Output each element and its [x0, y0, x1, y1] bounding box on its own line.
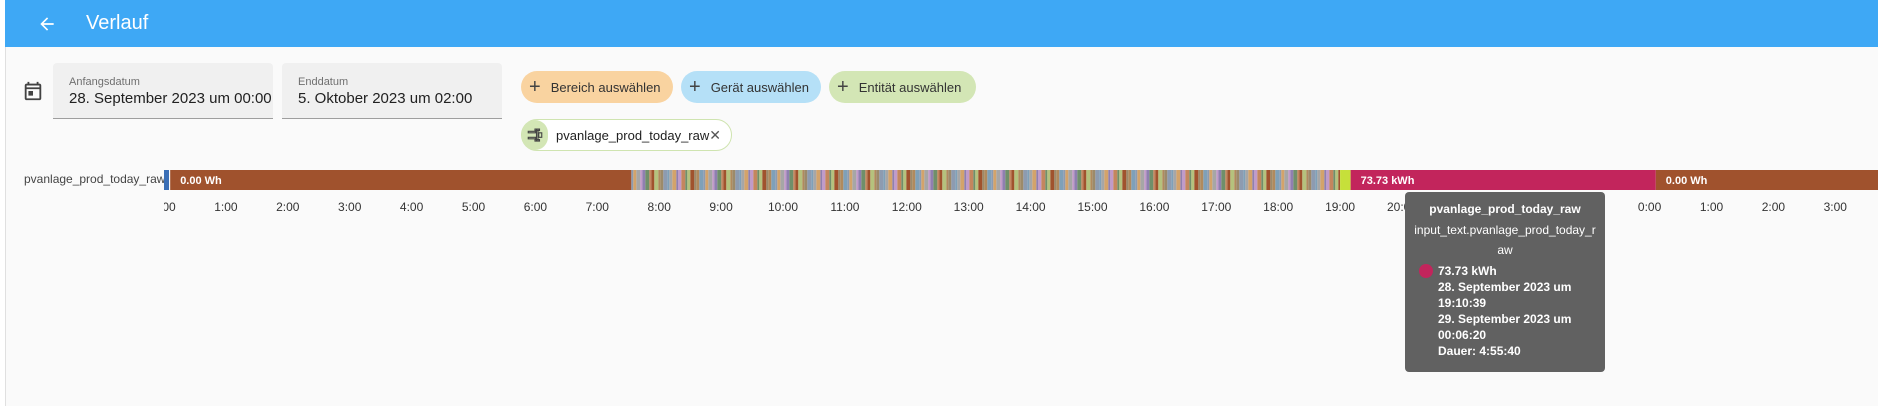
time-tick-label: 18:00	[1263, 200, 1293, 214]
time-tick-label: 14:00	[1016, 200, 1046, 214]
timeline-segment[interactable]	[170, 170, 632, 190]
plus-icon: +	[529, 76, 541, 98]
time-tick-label: 8:00	[648, 200, 672, 214]
tooltip-start-date: 28. September 2023 um	[1438, 280, 1572, 294]
time-tick-label: 4:00	[400, 200, 424, 214]
start-date-label: Anfangsdatum	[69, 76, 140, 88]
timeline-segment-label: 0.00 Wh	[180, 175, 222, 187]
time-tick-label: 15:00	[1077, 200, 1107, 214]
time-tick-label: 10:00	[768, 200, 798, 214]
tooltip-duration: Dauer: 4:55:40	[1438, 344, 1521, 358]
tooltip-start-time: 19:10:39	[1438, 296, 1487, 310]
tooltip-color-dot	[1419, 264, 1433, 278]
time-tick-label: 11:00	[830, 200, 859, 214]
end-date-label: Enddatum	[298, 76, 349, 88]
time-tick-label: 1:00	[1700, 200, 1724, 214]
timeline-segment[interactable]	[1340, 170, 1351, 190]
time-tick-label: 3:00	[1824, 200, 1848, 214]
timeline-row-label: pvanlage_prod_today_raw	[24, 172, 166, 186]
left-rail	[0, 0, 6, 406]
timeline-segment-label: 73.73 kWh	[1361, 175, 1415, 187]
plus-icon: +	[689, 76, 701, 98]
time-tick-label: 1:00	[214, 200, 238, 214]
timeline-segment-label: 0.00 Wh	[1666, 175, 1708, 187]
time-tick-label: 17:00	[1201, 200, 1231, 214]
remove-entity-icon[interactable]: ✕	[709, 126, 721, 143]
tooltip-end-date: 29. September 2023 um	[1438, 312, 1572, 326]
time-tick-label: 6:00	[524, 200, 548, 214]
timeline-segment[interactable]	[1350, 170, 1656, 190]
text-field-icon	[522, 120, 549, 150]
select-entity-label: Entität auswählen	[858, 79, 962, 95]
tooltip-title: pvanlage_prod_today_raw	[1429, 202, 1581, 216]
history-timeline[interactable]: 0.00 Wh 73.73 kWh 0.00 Wh 0:00 1:00 2:00 3:00…	[164, 170, 1878, 220]
time-tick-label: 2:00	[276, 200, 300, 214]
time-tick-label: 12:00	[892, 200, 922, 214]
tooltip-end-time: 00:06:20	[1438, 328, 1487, 342]
time-tick-label: 7:00	[586, 200, 610, 214]
start-date-value: 28. September 2023 um 00:00	[69, 90, 272, 107]
time-tick-label: 3:00	[338, 200, 362, 214]
select-area-chip[interactable]: + Bereich auswählen	[521, 71, 673, 103]
end-date-value: 5. Oktober 2023 um 02:00	[298, 90, 473, 107]
back-button[interactable]	[25, 2, 69, 46]
time-tick-label: 13:00	[954, 200, 984, 214]
end-date-field[interactable]: Enddatum 5. Oktober 2023 um 02:00	[282, 63, 502, 119]
select-area-label: Bereich auswählen	[550, 79, 661, 95]
tooltip-entity-id: input_text.pvanlage_prod_today_raw	[1414, 223, 1596, 257]
tooltip-body: 73.73 kWh 28. September 2023 um 19:10:39…	[1438, 263, 1571, 359]
calendar-icon[interactable]	[22, 80, 44, 102]
tooltip-value: 73.73 kWh	[1438, 264, 1497, 278]
timeline-tooltip: pvanlage_prod_today_raw input_text.pvanl…	[1405, 192, 1605, 372]
arrow-left-icon	[40, 16, 54, 31]
select-entity-chip[interactable]: + Entität auswählen	[829, 71, 976, 103]
time-tick-label: 0:00	[1638, 200, 1662, 214]
select-device-chip[interactable]: + Gerät auswählen	[681, 71, 821, 103]
time-tick-label: 9:00	[709, 200, 733, 214]
page-title: Verlauf	[86, 12, 149, 34]
selected-entity-chip[interactable]: pvanlage_prod_today_raw ✕	[521, 119, 732, 151]
time-tick-label: 19:00	[1325, 200, 1355, 214]
timeline-segment[interactable]	[1655, 170, 1878, 190]
time-tick-label: 0:00	[164, 200, 176, 214]
time-tick-label: 16:00	[1139, 200, 1169, 214]
plus-icon: +	[837, 76, 849, 98]
select-device-label: Gerät auswählen	[710, 79, 809, 95]
time-tick-label: 5:00	[462, 200, 486, 214]
start-date-field[interactable]: Anfangsdatum 28. September 2023 um 00:00	[53, 63, 273, 119]
timeline-segment-striped[interactable]	[631, 170, 1341, 190]
selected-entity-name: pvanlage_prod_today_raw	[556, 127, 710, 143]
time-tick-label: 2:00	[1762, 200, 1786, 214]
top-app-bar: Verlauf	[5, 0, 1878, 47]
timeline-segment-start	[164, 170, 169, 190]
